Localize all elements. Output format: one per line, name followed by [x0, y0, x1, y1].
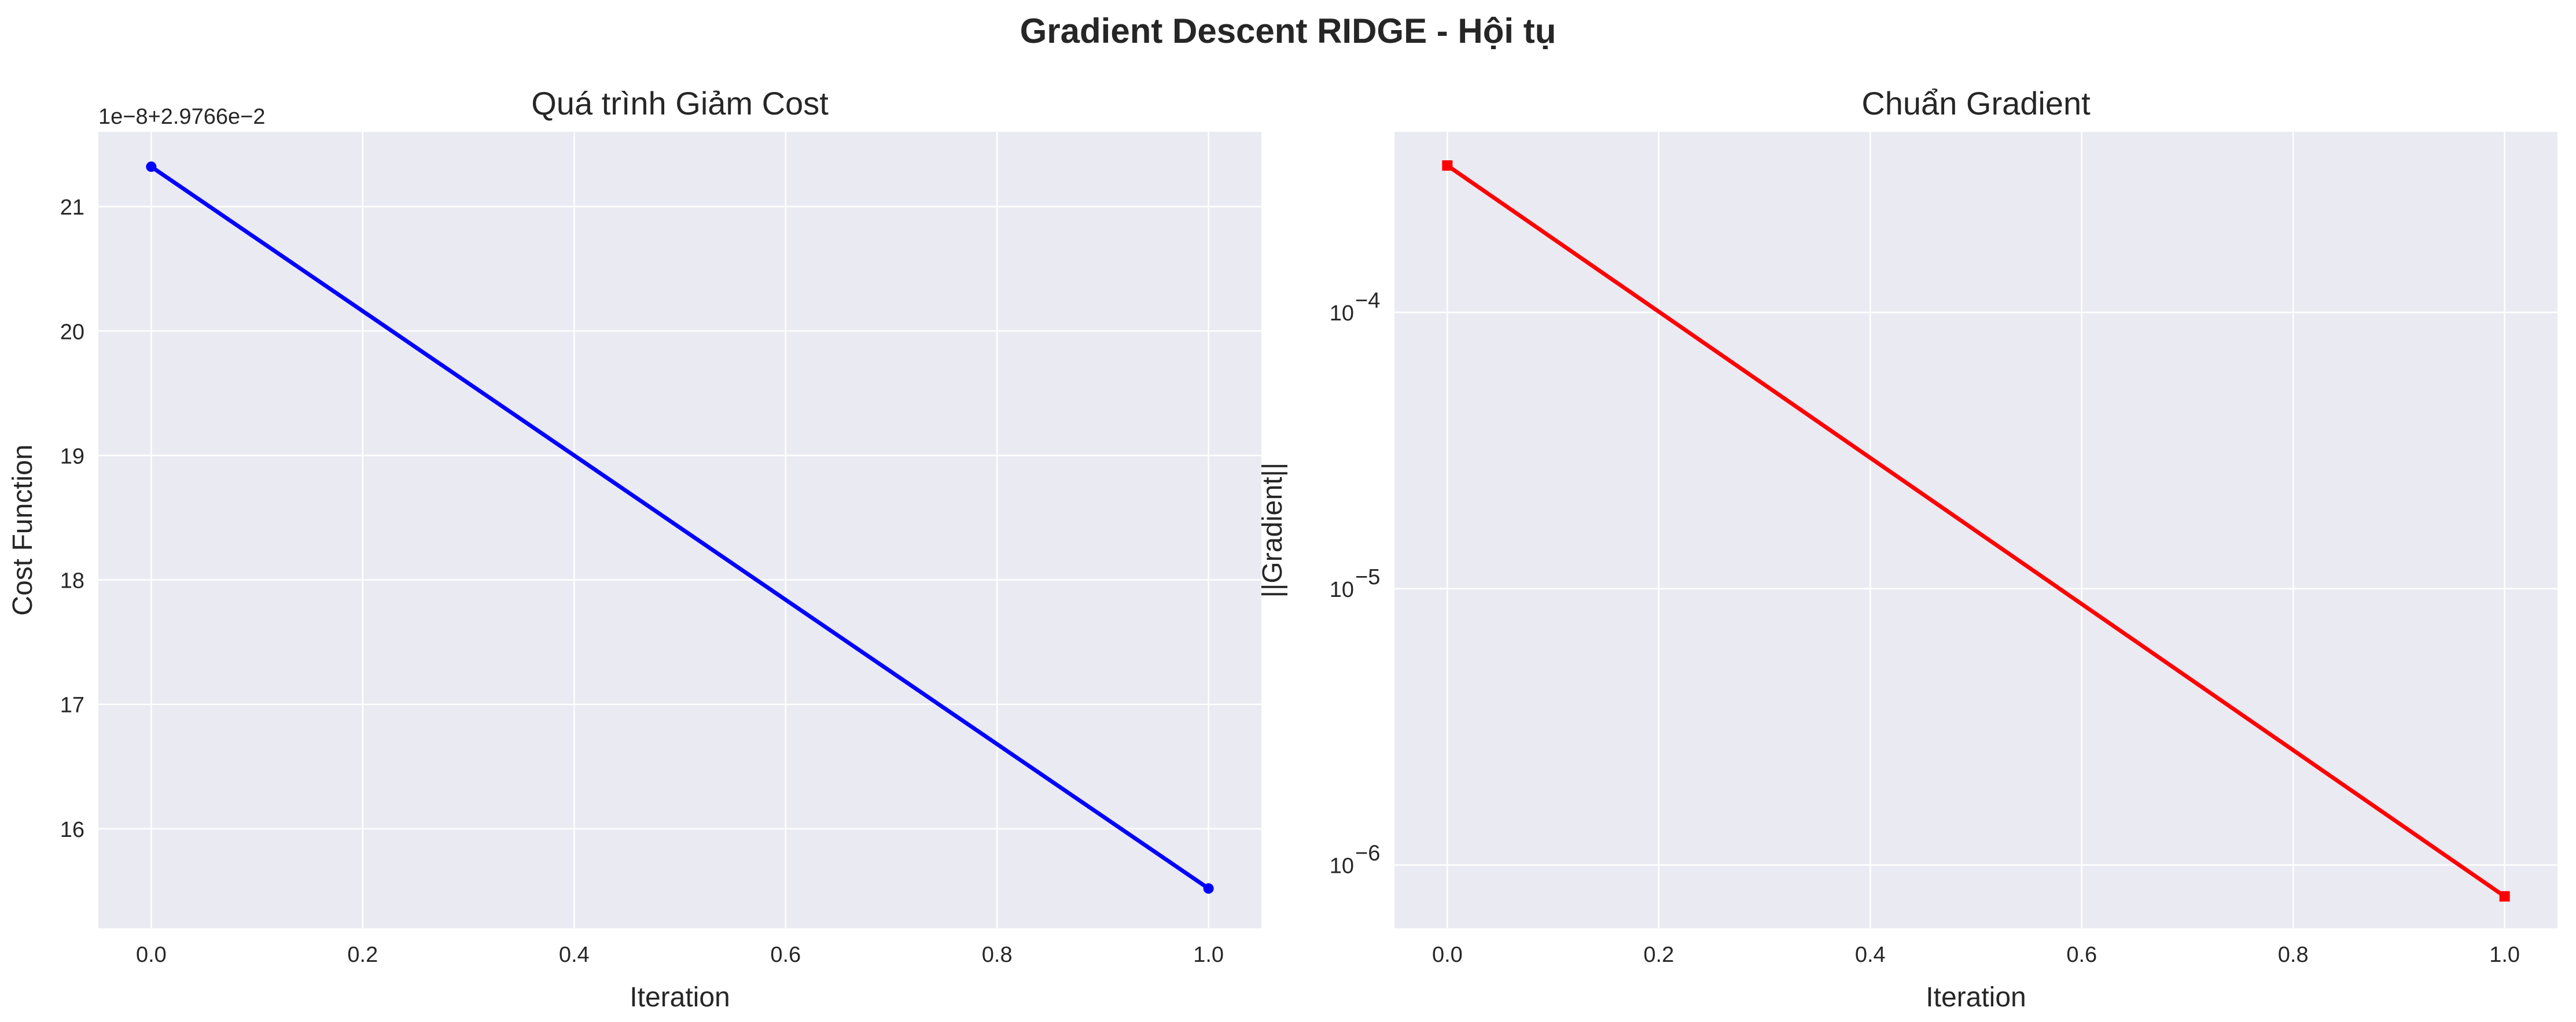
y-tick-label: 10 [1330, 301, 1354, 326]
chart-title: Quá trình Giảm Cost [531, 85, 829, 121]
y-tick-base: 10 [1330, 854, 1354, 879]
x-tick-label: 1.0 [2489, 943, 2520, 967]
x-tick-label: 0.6 [770, 943, 801, 967]
y-tick-label: 17 [60, 693, 84, 718]
y-tick-exponent: −5 [1355, 565, 1380, 589]
data-point [2499, 891, 2510, 902]
x-tick-label: 0.0 [136, 943, 167, 967]
y-tick-label: 16 [60, 818, 84, 842]
data-point [1203, 883, 1214, 894]
y-tick-exponent: −6 [1355, 842, 1380, 866]
y-tick-base: 10 [1330, 578, 1354, 602]
y-tick-label: 10 [1330, 578, 1354, 602]
x-axis-label: Iteration [630, 982, 730, 1013]
y-tick-base: 10 [1330, 301, 1354, 326]
data-point [146, 161, 157, 172]
y-tick-label: 10 [1330, 854, 1354, 879]
x-tick-label: 1.0 [1193, 943, 1224, 967]
y-axis-label: ||Gradient|| [1257, 463, 1288, 598]
series-line [1446, 164, 2506, 898]
x-tick-label: 0.2 [347, 943, 378, 967]
x-tick-label: 0.0 [1432, 943, 1463, 967]
y-tick-exponent: −4 [1355, 289, 1380, 313]
y-offset-text: 1e−8+2.9766e−2 [98, 105, 265, 129]
x-tick-label: 0.2 [1643, 943, 1674, 967]
x-axis-label: Iteration [1926, 982, 2026, 1013]
chart-title: Chuẩn Gradient [1861, 85, 2091, 121]
y-axis-label: Cost Function [8, 444, 38, 615]
series-line [150, 165, 1210, 891]
figure-title: Gradient Descent RIDGE - Hội tụ [1020, 12, 1556, 50]
x-tick-label: 0.4 [559, 943, 590, 967]
x-tick-label: 0.6 [2066, 943, 2097, 967]
y-tick-label: 19 [60, 444, 84, 468]
y-tick-label: 21 [60, 195, 84, 220]
y-tick-label: 18 [60, 569, 84, 593]
x-tick-label: 0.8 [2278, 943, 2309, 967]
x-tick-label: 0.8 [982, 943, 1013, 967]
y-tick-label: 20 [60, 320, 84, 344]
cost-chart: 0.0 0.2 0.4 0.6 0.8 1.0 16 17 18 19 20 21 1e−8+2.976… [8, 85, 1261, 1013]
data-point [1442, 160, 1453, 171]
x-tick-label: 0.4 [1855, 943, 1886, 967]
